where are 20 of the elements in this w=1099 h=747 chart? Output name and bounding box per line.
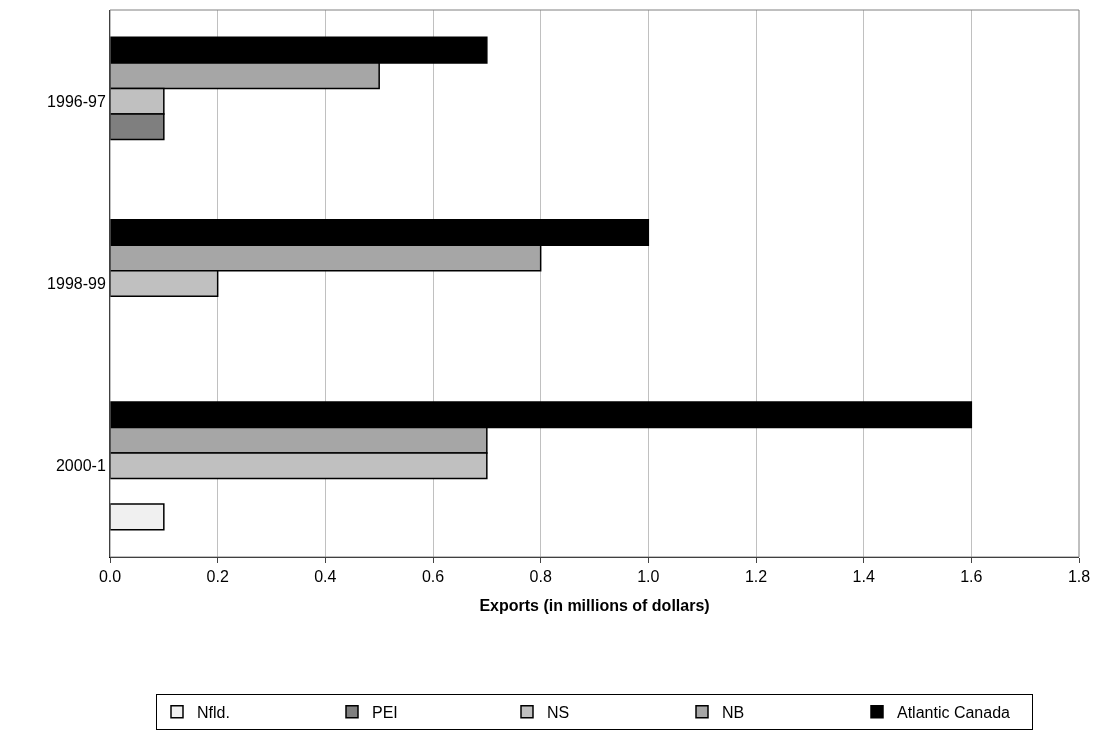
bar — [110, 503, 165, 531]
x-tick-label: 0.6 — [421, 568, 445, 586]
legend-label: Nfld. — [197, 703, 230, 721]
x-tick-label: 1.6 — [960, 568, 983, 586]
x-tick-label: 1.2 — [744, 568, 768, 586]
y-tick-label: 1996-97 — [47, 92, 106, 110]
x-axis-title: Exports (in millions of dollars) — [479, 596, 710, 614]
x-tick-label: 0.0 — [98, 568, 122, 586]
y-tick-label: 2000-1 — [55, 457, 106, 475]
legend-label: NB — [722, 703, 745, 721]
legend-label: NS — [547, 703, 570, 721]
x-tick-label: 1.0 — [637, 568, 660, 586]
x-tick-label: 1.4 — [852, 568, 875, 586]
x-tick-label: 1.8 — [1067, 568, 1091, 586]
x-tick-label: 0.8 — [529, 568, 552, 586]
y-tick-label: 1998-99 — [47, 275, 106, 293]
x-tick-label: 0.2 — [206, 568, 229, 586]
x-tick-label: 0.4 — [314, 568, 337, 586]
legend-label: PEI — [372, 703, 398, 721]
legend-label: Atlantic Canada — [897, 703, 1011, 721]
